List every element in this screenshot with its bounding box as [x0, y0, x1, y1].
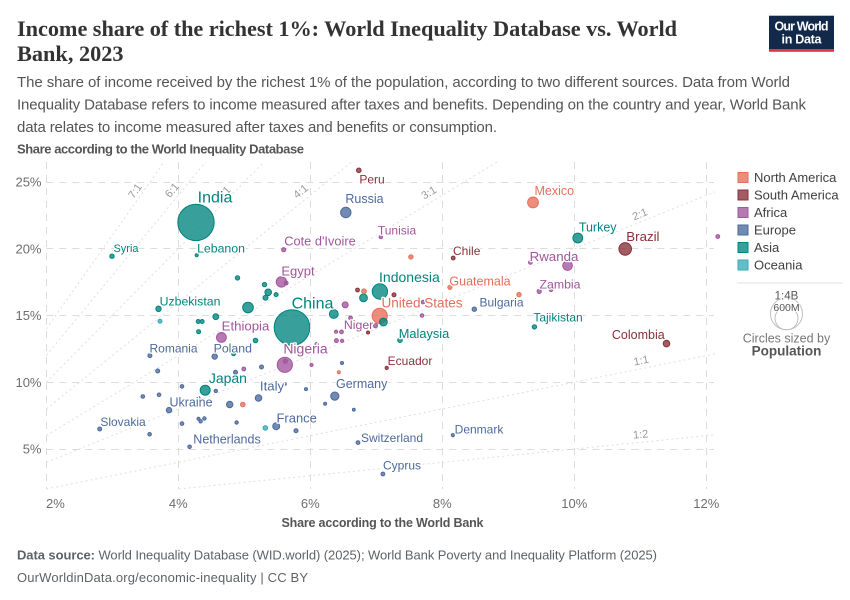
svg-text:United States: United States — [381, 295, 462, 310]
svg-text:Ukraine: Ukraine — [169, 396, 212, 410]
svg-text:Russia: Russia — [345, 192, 383, 206]
svg-text:Europe: Europe — [754, 222, 796, 237]
svg-text:Cote d'Ivoire: Cote d'Ivoire — [284, 233, 355, 248]
svg-text:Niger: Niger — [344, 318, 373, 332]
svg-text:OurWorldinData.org/economic-in: OurWorldinData.org/economic-inequality |… — [17, 570, 308, 585]
svg-text:Asia: Asia — [754, 240, 780, 255]
svg-text:Bulgaria: Bulgaria — [479, 296, 523, 310]
svg-text:10%: 10% — [561, 496, 587, 511]
svg-text:Syria: Syria — [113, 243, 139, 255]
svg-text:Switzerland: Switzerland — [361, 431, 423, 445]
svg-text:12%: 12% — [693, 496, 719, 511]
svg-text:4%: 4% — [169, 496, 188, 511]
svg-text:Romania: Romania — [149, 342, 197, 356]
svg-text:6:1: 6:1 — [163, 181, 182, 200]
svg-text:Cyprus: Cyprus — [383, 458, 421, 472]
svg-text:Tunisia: Tunisia — [378, 223, 417, 237]
svg-text:8%: 8% — [433, 496, 452, 511]
svg-text:China: China — [292, 296, 334, 313]
svg-text:Rwanda: Rwanda — [530, 249, 579, 264]
svg-text:Indonesia: Indonesia — [379, 269, 440, 285]
svg-text:Bank, 2023: Bank, 2023 — [17, 41, 124, 66]
svg-text:Tajikistan: Tajikistan — [533, 311, 582, 325]
svg-text:South America: South America — [754, 187, 839, 202]
svg-text:North America: North America — [754, 170, 837, 185]
svg-text:5%: 5% — [23, 442, 42, 457]
svg-text:20%: 20% — [15, 241, 41, 256]
svg-text:2%: 2% — [46, 496, 65, 511]
svg-text:Nigeria: Nigeria — [283, 340, 328, 356]
svg-text:1:4B: 1:4B — [775, 291, 799, 303]
svg-text:Data source: World Inequality: Data source: World Inequality Database (… — [17, 548, 657, 563]
svg-text:Uzbekistan: Uzbekistan — [160, 295, 221, 309]
svg-text:Netherlands: Netherlands — [193, 432, 260, 446]
svg-text:15%: 15% — [15, 308, 41, 323]
svg-text:Ethiopia: Ethiopia — [222, 319, 270, 334]
svg-text:Slovakia: Slovakia — [100, 415, 146, 429]
svg-text:Africa: Africa — [754, 205, 788, 220]
svg-text:Peru: Peru — [359, 172, 384, 186]
svg-text:Colombia: Colombia — [612, 328, 665, 342]
svg-text:Inequality Database refers to: Inequality Database refers to income mea… — [17, 96, 807, 113]
svg-text:600M: 600M — [773, 302, 799, 314]
svg-text:Turkey: Turkey — [579, 220, 617, 234]
svg-text:Income share of the richest 1%: Income share of the richest 1%: World In… — [17, 16, 678, 41]
svg-text:1:1: 1:1 — [633, 354, 650, 369]
svg-text:data relates to income measure: data relates to income measured after ta… — [17, 119, 497, 136]
svg-text:France: France — [276, 411, 316, 426]
svg-text:4:1: 4:1 — [291, 182, 310, 201]
svg-text:in Data: in Data — [782, 33, 823, 47]
svg-text:Share according to the World I: Share according to the World Inequality … — [17, 142, 304, 157]
svg-text:Lebanon: Lebanon — [197, 242, 245, 256]
svg-text:Brazil: Brazil — [626, 229, 659, 244]
svg-text:Poland: Poland — [214, 342, 252, 356]
svg-text:7:1: 7:1 — [126, 182, 145, 201]
svg-text:Circles sized by: Circles sized by — [743, 332, 831, 346]
svg-text:Share according to the World B: Share according to the World Bank — [282, 516, 484, 530]
svg-text:Japan: Japan — [209, 370, 247, 386]
svg-text:1:2: 1:2 — [632, 428, 648, 441]
svg-text:Chile: Chile — [453, 244, 481, 258]
svg-text:Ecuador: Ecuador — [388, 354, 433, 368]
svg-text:Guatemala: Guatemala — [449, 275, 510, 289]
svg-text:Italy: Italy — [260, 379, 285, 394]
svg-text:India: India — [198, 190, 233, 207]
svg-text:Germany: Germany — [336, 377, 388, 391]
svg-text:Egypt: Egypt — [281, 263, 315, 278]
svg-text:Zambia: Zambia — [539, 278, 580, 292]
svg-text:The share of income received b: The share of income received by the rich… — [17, 74, 790, 91]
svg-text:25%: 25% — [15, 175, 41, 190]
svg-text:Oceania: Oceania — [754, 257, 803, 272]
svg-text:Our World: Our World — [775, 19, 829, 33]
svg-text:Malaysia: Malaysia — [399, 326, 450, 341]
svg-text:Mexico: Mexico — [535, 184, 575, 198]
svg-text:10%: 10% — [15, 375, 41, 390]
svg-text:Denmark: Denmark — [455, 423, 505, 437]
svg-text:2:1: 2:1 — [631, 206, 650, 223]
svg-text:Population: Population — [752, 344, 822, 359]
svg-text:6%: 6% — [301, 496, 320, 511]
